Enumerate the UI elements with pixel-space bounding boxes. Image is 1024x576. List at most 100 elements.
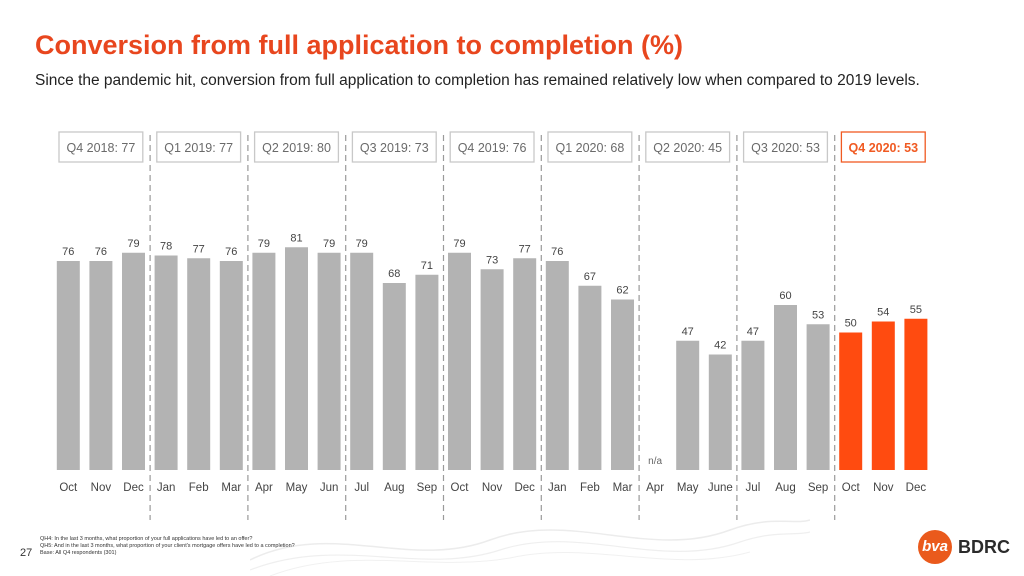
data-label-na: n/a [648, 456, 662, 467]
bar [350, 252, 374, 470]
data-label: 42 [714, 340, 726, 352]
category-label: Jul [746, 482, 761, 494]
category-label: Dec [514, 482, 535, 494]
bar [708, 354, 732, 470]
bva-logo-mark: bva [918, 530, 952, 564]
bar [219, 261, 243, 470]
decorative-swirl [250, 519, 810, 576]
page-title: Conversion from full application to comp… [35, 30, 684, 60]
data-label: 77 [519, 243, 531, 255]
quarter-box [840, 131, 926, 163]
quarter-box [156, 131, 242, 163]
bar [774, 305, 797, 470]
category-label: Dec [906, 482, 927, 494]
data-label: 67 [584, 271, 596, 283]
category-label: Apr [255, 482, 273, 494]
category-label: Mar [221, 482, 241, 494]
brand-logo: bva BDRC [918, 530, 1018, 564]
bar [545, 261, 569, 470]
data-label: 60 [779, 290, 791, 302]
quarter-box [58, 131, 144, 163]
data-label: 68 [388, 268, 400, 280]
data-label: 76 [551, 246, 563, 258]
category-label: June [708, 482, 733, 494]
data-label: 53 [812, 309, 824, 321]
category-label: Oct [842, 482, 861, 494]
quarter-box [351, 131, 437, 163]
data-label: 79 [258, 238, 270, 250]
quarter-label: Q1 2019: 77 [164, 141, 233, 155]
data-label: 73 [486, 254, 498, 266]
data-label: 76 [95, 246, 107, 258]
category-label: Nov [873, 482, 894, 494]
category-label: Jan [157, 482, 176, 494]
bar [89, 261, 113, 470]
quarter-box [547, 131, 633, 163]
bar [480, 269, 504, 470]
category-label: Nov [482, 482, 503, 494]
bar [415, 274, 439, 470]
quarter-label: Q2 2019: 80 [262, 141, 331, 155]
category-label: Jun [320, 482, 339, 494]
category-label: May [677, 482, 699, 494]
data-label: 79 [356, 238, 368, 250]
bar [871, 321, 895, 470]
bar [578, 285, 602, 470]
footnote-base: Base: All Q4 respondents (301) [40, 550, 117, 556]
quarter-label: Q3 2019: 73 [360, 141, 429, 155]
category-label: May [286, 482, 308, 494]
quarter-label: Q1 2020: 68 [555, 141, 624, 155]
data-label: 79 [323, 238, 335, 250]
quarter-box [645, 131, 731, 163]
quarter-label: Q4 2019: 76 [458, 141, 527, 155]
category-label: Sep [808, 482, 828, 494]
page-subtitle: Since the pandemic hit, conversion from … [35, 72, 920, 89]
data-label: 77 [193, 243, 205, 255]
category-label: Oct [59, 482, 78, 494]
data-label: 78 [160, 241, 172, 253]
category-label: Aug [384, 482, 404, 494]
category-label: Dec [123, 482, 144, 494]
data-label: 47 [682, 326, 694, 338]
category-label: Mar [613, 482, 633, 494]
bar [676, 340, 700, 470]
bdrc-logo-text: BDRC [958, 537, 1010, 557]
category-label: Jul [354, 482, 369, 494]
bar [285, 247, 308, 470]
bar [154, 255, 178, 470]
data-label: 55 [910, 304, 922, 316]
category-label: Sep [417, 482, 437, 494]
data-label: 71 [421, 260, 433, 272]
bar [187, 258, 211, 470]
quarter-label: Q4 2020: 53 [849, 141, 919, 155]
quarter-label: Q4 2018: 77 [66, 141, 135, 155]
page-number: 27 [20, 547, 33, 559]
bar [252, 252, 276, 470]
category-label: Jan [548, 482, 567, 494]
data-label: 79 [127, 238, 139, 250]
data-label: 79 [453, 238, 465, 250]
bar [741, 340, 765, 470]
quarter-box [742, 131, 829, 163]
category-label: Nov [91, 482, 112, 494]
quarter-label: Q3 2020: 53 [751, 141, 820, 155]
data-label: 50 [845, 318, 857, 330]
quarter-box [449, 131, 535, 163]
bar [56, 261, 80, 470]
data-label: 76 [62, 246, 74, 258]
data-label: 62 [616, 285, 628, 297]
category-label: Feb [580, 482, 600, 494]
footnote-qh4: QH4: In the last 3 months, what proporti… [40, 536, 253, 542]
category-label: Aug [775, 482, 795, 494]
bar [317, 252, 341, 470]
data-label: 76 [225, 246, 237, 258]
bar [448, 252, 471, 470]
category-label: Apr [646, 482, 664, 494]
data-label: 47 [747, 326, 759, 338]
bar [904, 318, 928, 470]
data-label: 81 [290, 232, 302, 244]
bar [513, 258, 537, 470]
footnotes: QH4: In the last 3 months, what proporti… [40, 536, 295, 557]
category-label: Feb [189, 482, 209, 494]
